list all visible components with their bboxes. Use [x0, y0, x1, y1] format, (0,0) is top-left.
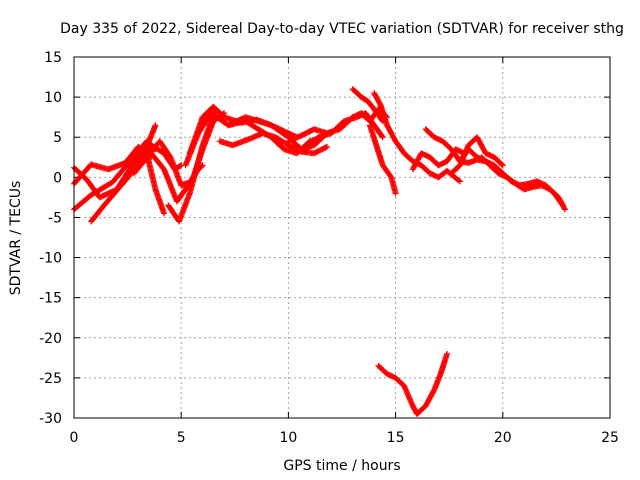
- y-tick-label: -10: [39, 251, 62, 267]
- y-tick-label: 5: [53, 130, 62, 146]
- series-arc-c3: [349, 86, 386, 125]
- data-point: [323, 143, 330, 150]
- series-arc-c2: [302, 110, 386, 153]
- y-tick-label: 10: [44, 90, 62, 106]
- data-point: [392, 190, 399, 197]
- series-arc-b3: [216, 130, 330, 157]
- y-tick-label: 15: [44, 50, 62, 66]
- data-point: [379, 134, 386, 141]
- series-arc-c5: [371, 90, 463, 185]
- y-tick-label: -5: [48, 210, 62, 226]
- y-tick-label: -30: [39, 411, 62, 427]
- series-layer: [71, 86, 568, 417]
- y-axis-label: SDTVAR / TECUs: [8, 181, 24, 296]
- data-point: [378, 133, 385, 140]
- series-arc-c4: [366, 122, 399, 197]
- y-tick-label: -25: [39, 371, 62, 387]
- y-tick-label: 0: [53, 170, 62, 186]
- x-tick-label: 10: [279, 430, 297, 446]
- data-point: [561, 205, 568, 212]
- x-tick-label: 20: [494, 430, 512, 446]
- data-point: [455, 177, 462, 184]
- series-arc-a8: [165, 106, 219, 225]
- data-point: [161, 210, 168, 217]
- data-point: [498, 161, 505, 168]
- grid-layer: [74, 57, 610, 418]
- y-tick-label: -20: [39, 331, 62, 347]
- data-point: [177, 162, 184, 169]
- chart-title: Day 335 of 2022, Sidereal Day-to-day VTE…: [60, 21, 624, 37]
- x-tick-label: 15: [387, 430, 405, 446]
- series-arc-e5: [478, 154, 568, 213]
- x-tick-label: 5: [177, 430, 186, 446]
- data-point: [561, 206, 568, 213]
- data-point: [152, 122, 159, 129]
- x-tick-label: 25: [601, 430, 619, 446]
- y-tick-label: -15: [39, 291, 62, 307]
- data-point: [444, 350, 451, 357]
- data-point: [499, 162, 506, 169]
- x-axis-label: GPS time / hours: [283, 458, 400, 474]
- series-arc-a3: [71, 143, 155, 187]
- plot-frame: [73, 56, 611, 419]
- series-arc-d1: [375, 350, 451, 417]
- x-tick-label: 0: [70, 430, 79, 446]
- series-arc-b4: [225, 114, 300, 141]
- data-point: [199, 162, 206, 169]
- data-point: [456, 178, 463, 185]
